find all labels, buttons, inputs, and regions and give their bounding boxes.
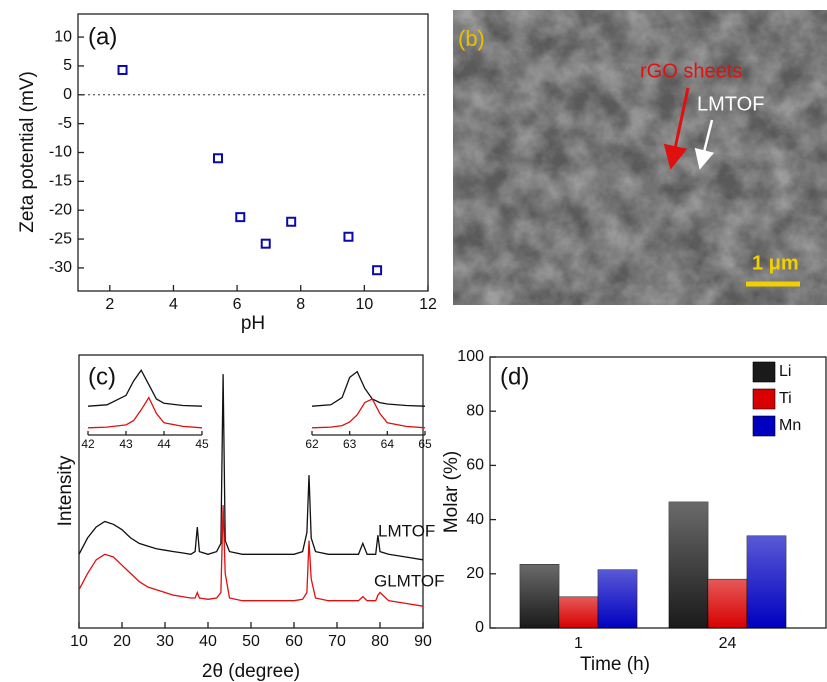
x-axis-label: pH: [241, 313, 265, 334]
panel-label: (c): [88, 363, 116, 390]
y-tick-label: -5: [58, 115, 72, 132]
annotation: LMTOF: [697, 93, 764, 115]
legend-label: Ti: [779, 390, 792, 407]
x-tick-label: 20: [113, 633, 131, 650]
point: [373, 266, 381, 274]
y-tick-label: 100: [457, 348, 484, 365]
figure: (b) rGO sheets LMTOF 1 μm 24681012-30-25…: [0, 0, 827, 682]
x-tick-label: 64: [381, 437, 395, 451]
plot-frame: [78, 14, 428, 291]
panel-label: (d): [500, 363, 529, 390]
x-axis-label: Time (h): [580, 654, 650, 675]
bar-shine: [520, 564, 559, 628]
x-axis-label: 2θ (degree): [202, 661, 300, 682]
legend-swatch: [753, 416, 775, 436]
y-tick-label: -10: [49, 144, 72, 161]
y-tick-label: 5: [63, 57, 72, 74]
series-label: LMTOF: [378, 521, 435, 540]
bar-shine: [559, 597, 598, 628]
x-tick-label: 63: [343, 437, 357, 451]
bar-shine: [669, 502, 708, 628]
x-tick-label: 80: [371, 633, 389, 650]
y-axis-label: Intensity: [55, 455, 76, 526]
panel-label: (a): [88, 23, 117, 50]
legend-label: Mn: [779, 417, 801, 434]
x-tick-label: 10: [355, 296, 373, 313]
x-tick-label: 24: [719, 635, 737, 652]
point: [214, 154, 222, 162]
x-tick-label: 70: [328, 633, 346, 650]
point: [262, 240, 270, 248]
line: [312, 399, 425, 428]
sem-image-panel: (b) rGO sheets LMTOF 1 μm: [453, 10, 827, 305]
legend-label: Li: [779, 363, 791, 380]
annotation: rGO sheets: [640, 60, 742, 82]
y-axis-label: Molar (%): [441, 451, 462, 533]
x-tick-label: 1: [574, 635, 583, 652]
point: [119, 66, 127, 74]
y-tick-label: 0: [63, 86, 72, 103]
panel-label: (b): [458, 26, 485, 51]
x-tick-label: 4: [169, 296, 178, 313]
y-tick-label: -25: [49, 230, 72, 247]
line: [79, 374, 423, 560]
x-tick-label: 90: [414, 633, 432, 650]
y-tick-label: -15: [49, 173, 72, 190]
bar-shine: [747, 536, 786, 628]
y-tick-label: 10: [54, 28, 72, 45]
plot-frame: [79, 355, 423, 628]
y-tick-label: 40: [466, 511, 484, 528]
y-tick-label: -30: [49, 259, 72, 276]
y-tick-label: 0: [475, 619, 484, 636]
y-axis-label: Zeta potential (mV): [17, 71, 38, 233]
y-tick-label: 60: [466, 457, 484, 474]
point: [236, 213, 244, 221]
bar-shine: [708, 579, 747, 628]
legend-swatch: [753, 362, 775, 382]
x-tick-label: 43: [119, 437, 133, 451]
x-tick-label: 50: [242, 633, 260, 650]
x-tick-label: 2: [105, 296, 114, 313]
x-tick-label: 40: [199, 633, 217, 650]
x-tick-label: 45: [195, 437, 209, 451]
x-tick-label: 42: [81, 437, 95, 451]
x-tick-label: 62: [305, 437, 319, 451]
series-label: GLMTOF: [374, 571, 445, 590]
line: [88, 398, 202, 428]
bar-shine: [598, 570, 637, 628]
scale-bar-label: 1 μm: [752, 252, 799, 274]
x-tick-label: 30: [156, 633, 174, 650]
x-tick-label: 65: [418, 437, 432, 451]
x-tick-label: 10: [70, 633, 88, 650]
point: [344, 233, 352, 241]
legend-swatch: [753, 389, 775, 409]
y-tick-label: 80: [466, 402, 484, 419]
point: [287, 218, 295, 226]
x-tick-label: 8: [296, 296, 305, 313]
x-tick-label: 6: [233, 296, 242, 313]
x-tick-label: 44: [157, 437, 171, 451]
x-tick-label: 60: [285, 633, 303, 650]
x-tick-label: 12: [419, 296, 437, 313]
y-tick-label: -20: [49, 201, 72, 218]
y-tick-label: 20: [466, 565, 484, 582]
line: [79, 505, 423, 606]
